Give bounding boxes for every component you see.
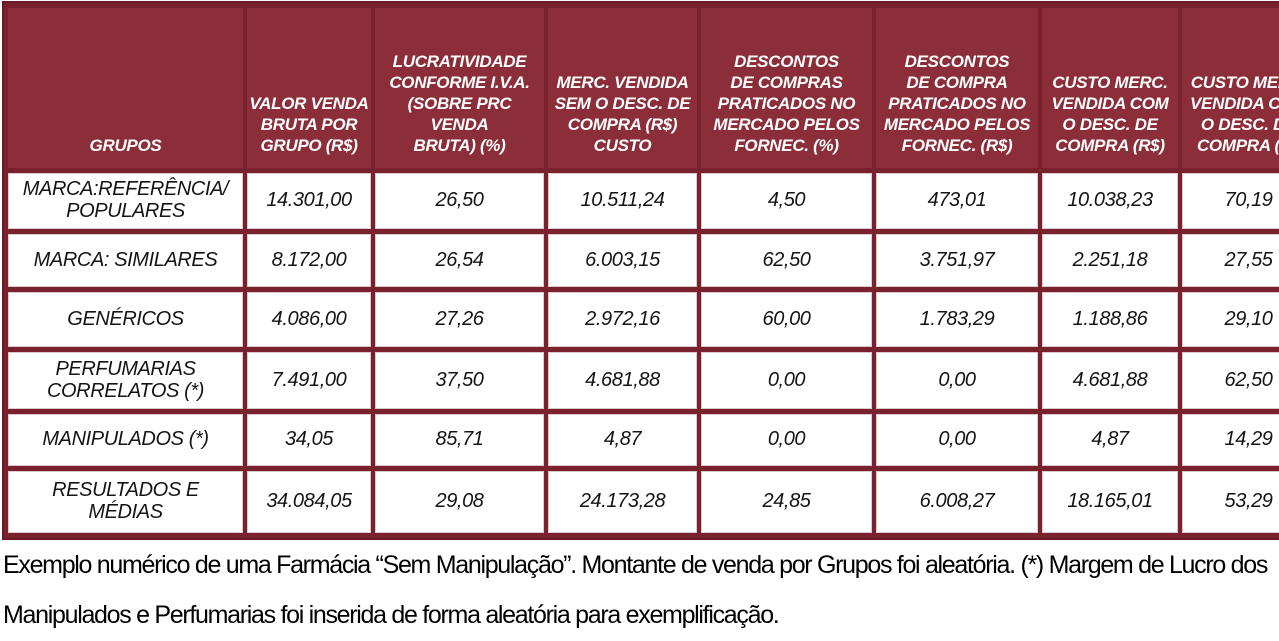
value-cell: 27,55 bbox=[1182, 234, 1279, 287]
value-cell: 14,29 bbox=[1182, 414, 1279, 466]
group-name-cell: RESULTADOS E MÉDIAS bbox=[8, 471, 243, 533]
value-cell: 14.301,00 bbox=[247, 173, 371, 229]
value-cell: 62,50 bbox=[701, 234, 872, 287]
header-cell-valor-venda-bruta: VALOR VENDA BRUTA POR GRUPO (R$) bbox=[247, 8, 371, 168]
value-cell: 2.972,16 bbox=[548, 292, 697, 347]
group-name-cell: GENÉRICOS bbox=[8, 292, 243, 347]
value-cell: 2.251,18 bbox=[1042, 234, 1178, 287]
group-name-cell: MANIPULADOS (*) bbox=[8, 414, 243, 466]
header-cell-custo-merc-pct: CUSTO MERC. VENDIDA COM O DESC. DE COMPR… bbox=[1182, 8, 1279, 168]
value-cell: 473,01 bbox=[876, 173, 1038, 229]
value-cell: 24.173,28 bbox=[548, 471, 697, 533]
table-row-perfumarias: PERFUMARIAS CORRELATOS (*) 7.491,00 37,5… bbox=[8, 352, 1279, 409]
header-cell-descontos-compra-rs: DESCONTOS DE COMPRA PRATICADOS NO MERCAD… bbox=[876, 8, 1038, 168]
value-cell: 6.008,27 bbox=[876, 471, 1038, 533]
group-name-cell: MARCA: SIMILARES bbox=[8, 234, 243, 287]
value-cell: 24,85 bbox=[701, 471, 872, 533]
value-cell: 18.165,01 bbox=[1042, 471, 1178, 533]
table-row-manipulados: MANIPULADOS (*) 34,05 85,71 4,87 0,00 0,… bbox=[8, 414, 1279, 466]
value-cell: 1.783,29 bbox=[876, 292, 1038, 347]
value-cell: 4.681,88 bbox=[1042, 352, 1178, 409]
table-row-genericos: GENÉRICOS 4.086,00 27,26 2.972,16 60,00 … bbox=[8, 292, 1279, 347]
value-cell: 29,10 bbox=[1182, 292, 1279, 347]
value-cell: 53,29 bbox=[1182, 471, 1279, 533]
value-cell: 85,71 bbox=[375, 414, 544, 466]
pharmacy-groups-table: GRUPOS VALOR VENDA BRUTA POR GRUPO (R$) … bbox=[2, 1, 1279, 540]
header-cell-merc-vendida-sem-desc: MERC. VENDIDA SEM O DESC. DE COMPRA (R$)… bbox=[548, 8, 697, 168]
value-cell: 4,50 bbox=[701, 173, 872, 229]
header-cell-grupos: GRUPOS bbox=[8, 8, 243, 168]
table-caption: Exemplo numérico de uma Farmácia “Sem Ma… bbox=[3, 551, 1268, 629]
header-cell-lucratividade: LUCRATIVIDADE CONFORME I.V.A. (SOBRE PRC… bbox=[375, 8, 544, 168]
value-cell: 37,50 bbox=[375, 352, 544, 409]
value-cell: 10.511,24 bbox=[548, 173, 697, 229]
value-cell: 62,50 bbox=[1182, 352, 1279, 409]
value-cell: 0,00 bbox=[701, 352, 872, 409]
group-name-cell: MARCA:REFERÊNCIA/ POPULARES bbox=[8, 173, 243, 229]
value-cell: 26,54 bbox=[375, 234, 544, 287]
value-cell: 10.038,23 bbox=[1042, 173, 1178, 229]
value-cell: 34.084,05 bbox=[247, 471, 371, 533]
value-cell: 26,50 bbox=[375, 173, 544, 229]
group-name-cell: PERFUMARIAS CORRELATOS (*) bbox=[8, 352, 243, 409]
value-cell: 70,19 bbox=[1182, 173, 1279, 229]
table-row-marca-similares: MARCA: SIMILARES 8.172,00 26,54 6.003,15… bbox=[8, 234, 1279, 287]
value-cell: 34,05 bbox=[247, 414, 371, 466]
value-cell: 27,26 bbox=[375, 292, 544, 347]
value-cell: 0,00 bbox=[876, 352, 1038, 409]
value-cell: 8.172,00 bbox=[247, 234, 371, 287]
value-cell: 3.751,97 bbox=[876, 234, 1038, 287]
table-header-row: GRUPOS VALOR VENDA BRUTA POR GRUPO (R$) … bbox=[8, 8, 1279, 168]
value-cell: 4,87 bbox=[1042, 414, 1178, 466]
value-cell: 4.681,88 bbox=[548, 352, 697, 409]
header-cell-custo-merc-rs: CUSTO MERC. VENDIDA COM O DESC. DE COMPR… bbox=[1042, 8, 1178, 168]
value-cell: 29,08 bbox=[375, 471, 544, 533]
table-row-resultados-medias: RESULTADOS E MÉDIAS 34.084,05 29,08 24.1… bbox=[8, 471, 1279, 533]
value-cell: 0,00 bbox=[701, 414, 872, 466]
table-row-marca-referencia: MARCA:REFERÊNCIA/ POPULARES 14.301,00 26… bbox=[8, 173, 1279, 229]
value-cell: 4.086,00 bbox=[247, 292, 371, 347]
value-cell: 6.003,15 bbox=[548, 234, 697, 287]
value-cell: 4,87 bbox=[548, 414, 697, 466]
header-cell-descontos-compras-pct: DESCONTOS DE COMPRAS PRATICADOS NO MERCA… bbox=[701, 8, 872, 168]
value-cell: 7.491,00 bbox=[247, 352, 371, 409]
value-cell: 0,00 bbox=[876, 414, 1038, 466]
value-cell: 1.188,86 bbox=[1042, 292, 1178, 347]
value-cell: 60,00 bbox=[701, 292, 872, 347]
